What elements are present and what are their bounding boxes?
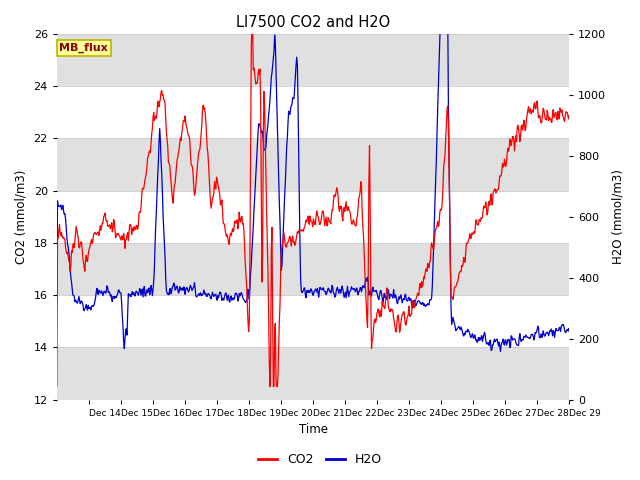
Bar: [57, 191, 570, 243]
Bar: [57, 86, 570, 138]
Legend: CO2, H2O: CO2, H2O: [253, 448, 387, 471]
Text: MB_flux: MB_flux: [60, 43, 108, 53]
Title: LI7500 CO2 and H2O: LI7500 CO2 and H2O: [236, 15, 390, 30]
Bar: [57, 295, 570, 348]
Y-axis label: H2O (mmol/m3): H2O (mmol/m3): [612, 169, 625, 264]
Y-axis label: CO2 (mmol/m3): CO2 (mmol/m3): [15, 169, 28, 264]
X-axis label: Time: Time: [299, 423, 328, 436]
